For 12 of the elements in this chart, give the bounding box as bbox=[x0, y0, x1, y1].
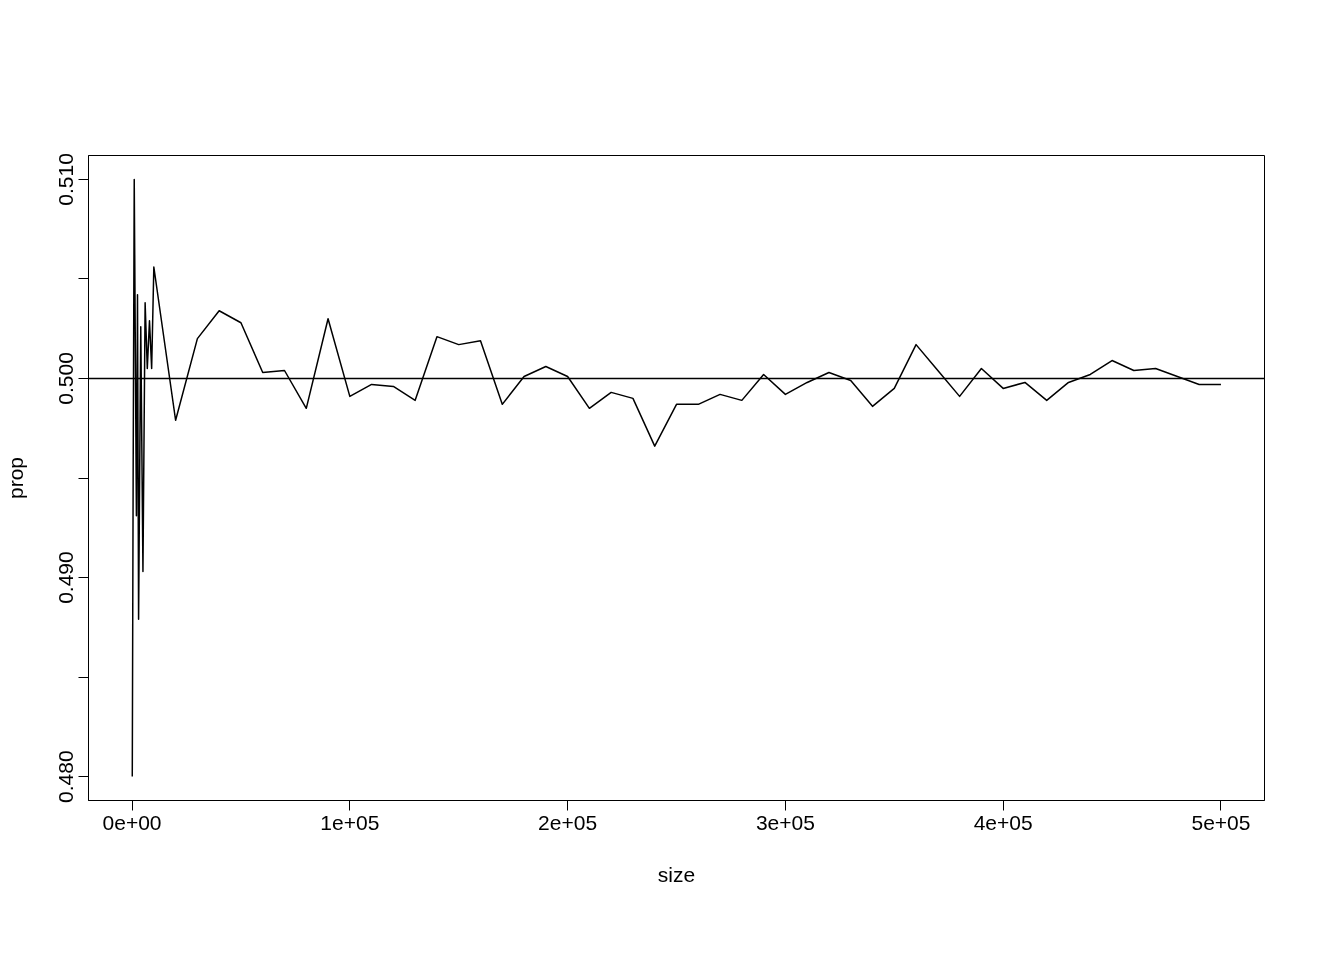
y-axis-title: prop bbox=[3, 456, 27, 500]
x-tick-label: 1e+05 bbox=[320, 810, 380, 834]
y-tick-label: 0.510 bbox=[54, 153, 78, 206]
x-tick-label: 2e+05 bbox=[538, 810, 598, 834]
y-tick-label: 0.490 bbox=[54, 551, 78, 604]
x-tick-label: 5e+05 bbox=[1191, 810, 1251, 834]
y-tick-label: 0.500 bbox=[54, 352, 78, 405]
x-axis-title: size bbox=[657, 862, 696, 886]
y-tick-label: 0.480 bbox=[54, 750, 78, 803]
x-tick-label: 4e+05 bbox=[973, 810, 1033, 834]
x-tick-label: 3e+05 bbox=[755, 810, 815, 834]
x-tick-label: 0e+00 bbox=[102, 810, 162, 834]
